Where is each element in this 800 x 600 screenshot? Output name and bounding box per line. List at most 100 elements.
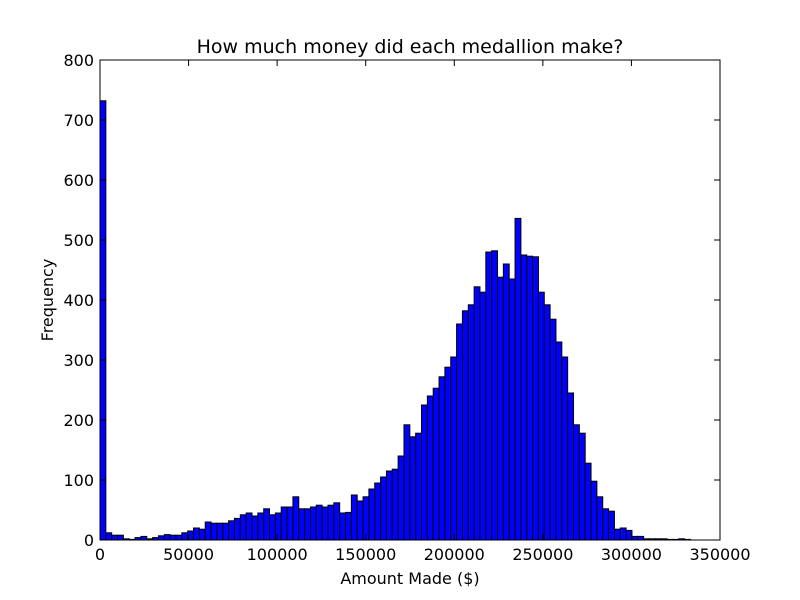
histogram-bar — [543, 304, 551, 541]
histogram-bar — [263, 508, 271, 541]
y-tick-label: 200 — [63, 411, 94, 430]
chart-title: How much money did each medallion make? — [197, 36, 624, 58]
histogram-bar — [561, 356, 569, 541]
histogram-bar — [421, 404, 428, 541]
y-tick-label: 400 — [63, 291, 94, 310]
histogram-bar — [204, 521, 212, 541]
histogram-bar — [602, 508, 610, 541]
x-tick-label: 250000 — [512, 545, 573, 564]
histogram-bar — [181, 532, 189, 541]
histogram-bar — [380, 476, 387, 541]
histogram-bar — [415, 432, 423, 541]
histogram-bar — [216, 522, 224, 541]
histogram-bar — [578, 432, 586, 541]
x-tick-label: 300000 — [601, 545, 662, 564]
histogram-bar — [426, 395, 434, 541]
histogram-bar — [497, 276, 504, 541]
histogram-bar — [99, 100, 107, 541]
histogram-bar — [321, 506, 329, 541]
histogram-bar — [608, 510, 615, 541]
histogram-bar — [438, 376, 446, 541]
y-tick-label: 700 — [63, 111, 94, 130]
histogram-bar — [403, 424, 411, 541]
histogram-bar — [298, 508, 306, 541]
histogram-bar — [526, 255, 534, 541]
histogram-bar — [444, 366, 452, 541]
histogram-bar — [409, 436, 417, 541]
histogram-bar — [233, 517, 241, 541]
axis-ticks: 0 50000 100000 150000 200000 250000 300000 3500… — [63, 51, 750, 564]
y-tick-label: 100 — [63, 471, 94, 490]
histogram-bar — [584, 462, 592, 541]
histogram-bar — [385, 470, 393, 541]
histogram-bar — [397, 455, 405, 541]
histogram-bar — [292, 496, 300, 541]
x-tick-label: 50000 — [163, 545, 214, 564]
histogram-bar — [350, 494, 358, 541]
histogram-bar — [257, 512, 265, 541]
histogram-bar — [637, 535, 645, 541]
histogram-bar — [175, 534, 183, 541]
y-tick-label: 0 — [84, 531, 94, 550]
histogram-bar — [251, 515, 259, 541]
y-tick-label: 800 — [63, 51, 94, 70]
histogram-bar — [619, 527, 627, 541]
histogram-bar — [269, 514, 276, 541]
histogram-bar — [613, 528, 621, 541]
x-tick-label: 200000 — [424, 545, 485, 564]
histogram-bar — [573, 424, 580, 541]
histogram-bar — [333, 502, 341, 541]
histogram-bar — [105, 532, 113, 541]
histogram-bar — [210, 522, 218, 541]
histogram-bar — [502, 263, 510, 541]
y-tick-label: 500 — [63, 231, 94, 250]
histogram-bar — [532, 256, 539, 541]
histogram-bar — [549, 318, 557, 541]
histogram-bar — [193, 527, 200, 541]
histogram-bar — [117, 534, 124, 541]
histogram-bar — [567, 392, 575, 541]
histogram-bar — [368, 488, 376, 541]
histogram-bar — [537, 291, 545, 541]
x-tick-label: 350000 — [689, 545, 750, 564]
histogram-bar — [111, 534, 119, 541]
histogram-bar — [140, 535, 148, 541]
histogram-bar — [274, 512, 282, 541]
histogram-bar — [280, 506, 288, 541]
histogram-bar — [590, 480, 598, 541]
histogram-bar — [391, 468, 399, 541]
histogram-bar — [514, 217, 522, 541]
x-axis-label: Amount Made ($) — [340, 569, 479, 588]
histogram-bar — [315, 504, 323, 541]
histogram-bar — [479, 291, 487, 541]
histogram-bar — [169, 534, 177, 541]
histogram-bar — [157, 535, 165, 541]
histogram-bar — [304, 508, 311, 541]
histogram-bar — [485, 251, 493, 541]
histogram-bar — [245, 512, 253, 541]
y-axis-label: Frequency — [38, 259, 57, 342]
histogram-bar — [222, 522, 230, 541]
histogram-bar — [362, 496, 370, 541]
x-tick-label: 100000 — [247, 545, 308, 564]
histogram-bar — [327, 504, 335, 541]
histogram-bar — [467, 304, 475, 541]
histogram-bar — [228, 520, 235, 541]
x-tick-label: 0 — [95, 545, 105, 564]
histogram-bar — [239, 514, 247, 541]
histogram-bar — [508, 278, 516, 541]
histogram-bar — [520, 254, 528, 541]
histogram-bar — [461, 310, 469, 541]
histogram-bar — [456, 323, 463, 541]
histogram-bar — [450, 356, 458, 541]
y-tick-label: 300 — [63, 351, 94, 370]
histogram-bar — [631, 535, 639, 541]
histogram-bar — [339, 512, 347, 541]
histogram-bar — [198, 528, 206, 541]
histogram-bar — [309, 506, 317, 541]
y-tick-label: 600 — [63, 171, 94, 190]
histogram-bar — [432, 387, 440, 541]
histogram-bar — [163, 534, 171, 541]
x-tick-label: 150000 — [335, 545, 396, 564]
